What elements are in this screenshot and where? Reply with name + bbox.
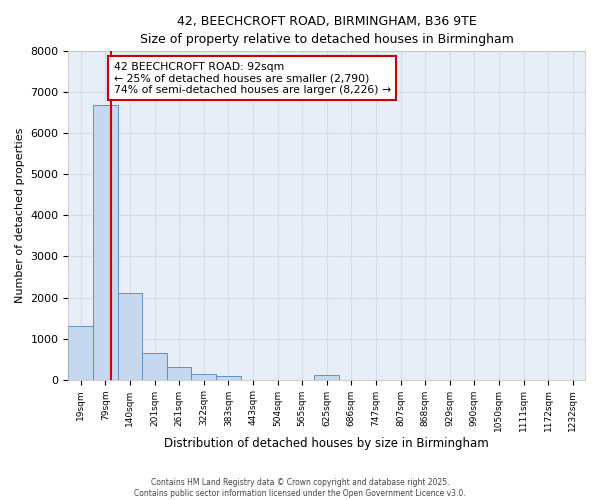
Text: Contains HM Land Registry data © Crown copyright and database right 2025.
Contai: Contains HM Land Registry data © Crown c… xyxy=(134,478,466,498)
Bar xyxy=(118,294,142,380)
Bar xyxy=(191,374,216,380)
Bar xyxy=(167,368,191,380)
Bar xyxy=(216,376,241,380)
Text: 42 BEECHCROFT ROAD: 92sqm
← 25% of detached houses are smaller (2,790)
74% of se: 42 BEECHCROFT ROAD: 92sqm ← 25% of detac… xyxy=(114,62,391,95)
Y-axis label: Number of detached properties: Number of detached properties xyxy=(15,128,25,303)
Title: 42, BEECHCROFT ROAD, BIRMINGHAM, B36 9TE
Size of property relative to detached h: 42, BEECHCROFT ROAD, BIRMINGHAM, B36 9TE… xyxy=(140,15,514,46)
Bar xyxy=(142,353,167,380)
Bar xyxy=(93,104,118,380)
Bar xyxy=(68,326,93,380)
Bar xyxy=(314,376,339,380)
X-axis label: Distribution of detached houses by size in Birmingham: Distribution of detached houses by size … xyxy=(164,437,489,450)
